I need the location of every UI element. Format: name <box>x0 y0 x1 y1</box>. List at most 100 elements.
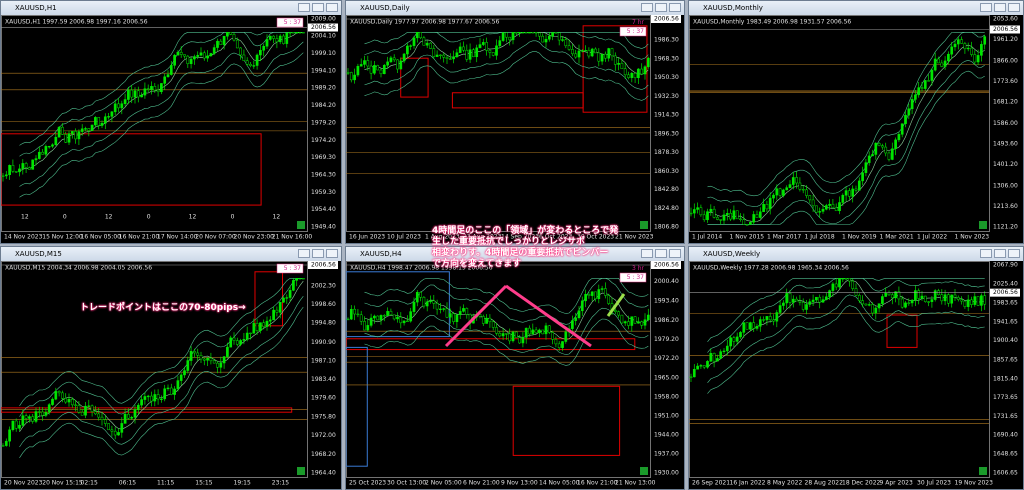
minimize-button[interactable] <box>980 249 992 258</box>
band-line <box>19 41 304 187</box>
autoscroll-button[interactable] <box>297 467 305 475</box>
candle-body <box>808 195 812 201</box>
candle-body <box>54 391 58 400</box>
autoscroll-button[interactable] <box>640 467 648 475</box>
minimize-button[interactable] <box>641 249 653 258</box>
candle-body <box>193 351 196 354</box>
candle-body <box>877 142 881 146</box>
candle-body <box>580 50 584 52</box>
maximize-button[interactable] <box>312 249 324 258</box>
close-button[interactable] <box>669 3 681 12</box>
candle-body <box>481 316 485 324</box>
candle-body <box>514 331 518 338</box>
time-label: 02:15 <box>81 480 98 487</box>
candle-body <box>445 57 449 60</box>
close-button[interactable] <box>326 249 338 258</box>
minimize-button[interactable] <box>298 3 310 12</box>
candle-body <box>193 56 196 60</box>
candle-body <box>571 320 574 329</box>
candle-body <box>627 74 630 78</box>
candle-body <box>396 59 399 70</box>
zone <box>582 25 648 113</box>
hour-label: 0 <box>63 214 67 221</box>
candle-body <box>189 58 193 64</box>
axis-frame <box>1 261 308 478</box>
candle-body <box>953 294 957 298</box>
price-label: 1969.30 <box>311 154 336 161</box>
candle-body <box>930 299 934 303</box>
maximize-button[interactable] <box>312 3 324 12</box>
close-button[interactable] <box>1008 249 1020 258</box>
time-label: 15 Nov 12:00 <box>42 234 83 241</box>
candle-body <box>505 333 508 335</box>
candle-body <box>363 321 366 331</box>
candle-body <box>874 307 878 314</box>
candle-body <box>890 148 894 160</box>
candle-body <box>382 64 386 75</box>
candle-body <box>772 194 775 199</box>
candle-body <box>409 45 413 47</box>
price-label: 1213.60 <box>993 203 1018 210</box>
candle-body <box>199 355 203 360</box>
candle-body <box>435 54 439 57</box>
minimize-button[interactable] <box>641 3 653 12</box>
autoscroll-button[interactable] <box>979 221 987 229</box>
time-label: 30 Jul 2023 <box>917 480 951 487</box>
candle-body <box>202 52 206 59</box>
candle-body <box>950 46 954 55</box>
price-label: 1993.40 <box>654 297 679 304</box>
candle-body <box>521 337 525 344</box>
candle-body <box>917 87 921 96</box>
candle-body <box>90 405 94 412</box>
note-line: 相変わりす。4時間足の重要抵抗でピンバー <box>432 248 609 258</box>
band-line <box>364 40 649 90</box>
candle-body <box>571 49 574 55</box>
candle-body <box>983 295 987 305</box>
candle-body <box>278 35 282 43</box>
candle-body <box>268 35 272 40</box>
candle-body <box>966 299 970 307</box>
candle-body <box>613 310 617 312</box>
candle-body <box>930 69 934 81</box>
maximize-button[interactable] <box>994 3 1006 12</box>
candle-body <box>179 52 183 55</box>
candle-body <box>712 353 716 362</box>
candle-body <box>564 331 568 342</box>
price-label: 1984.20 <box>311 102 336 109</box>
candle-body <box>692 368 696 378</box>
candle-body <box>229 32 233 35</box>
maximize-button[interactable] <box>994 249 1006 258</box>
candle-body <box>709 208 713 212</box>
candle-body <box>64 398 68 403</box>
price-label: 1986.20 <box>654 317 679 324</box>
candle-body <box>265 39 269 47</box>
candle-body <box>910 99 914 110</box>
candle-body <box>755 326 759 329</box>
price-label: 2006.56 <box>311 24 336 31</box>
autoscroll-button[interactable] <box>297 221 305 229</box>
candle-body <box>285 32 289 44</box>
close-button[interactable] <box>1008 3 1020 12</box>
candle-body <box>758 319 762 327</box>
candle-body <box>44 412 48 416</box>
time-label: 06:15 <box>119 480 136 487</box>
candle-body <box>765 316 769 321</box>
minimize-button[interactable] <box>298 249 310 258</box>
timer: 5 : 37 <box>627 28 644 35</box>
candle-body <box>495 327 498 334</box>
autoscroll-button[interactable] <box>640 221 648 229</box>
candle-body <box>607 48 611 59</box>
maximize-button[interactable] <box>655 249 667 258</box>
band-line <box>364 31 649 75</box>
candle-body <box>699 365 703 367</box>
candle-body <box>452 313 455 322</box>
close-button[interactable] <box>669 249 681 258</box>
candle-body <box>100 122 104 126</box>
candle-body <box>630 316 634 326</box>
autoscroll-button[interactable] <box>979 467 987 475</box>
candle-body <box>478 314 482 317</box>
close-button[interactable] <box>326 3 338 12</box>
candle-body <box>940 62 944 67</box>
minimize-button[interactable] <box>980 3 992 12</box>
maximize-button[interactable] <box>655 3 667 12</box>
